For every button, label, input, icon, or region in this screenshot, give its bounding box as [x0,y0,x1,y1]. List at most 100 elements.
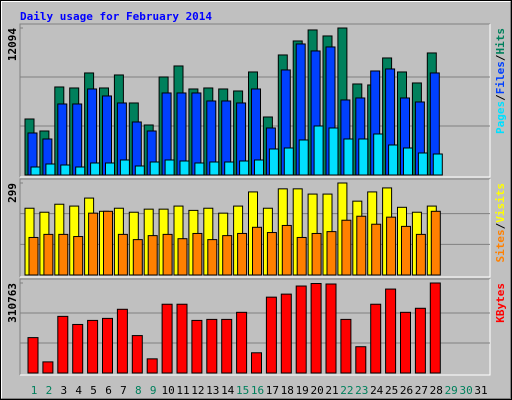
bar [310,283,322,374]
bar [87,319,99,374]
bar [328,127,339,176]
x-tick-label: 13 [206,384,219,397]
bar [252,226,262,276]
bar [146,358,158,374]
x-tick-label: 26 [400,384,413,397]
bar [430,210,441,276]
bar [88,212,99,276]
x-tick-label: 25 [385,384,398,397]
bar [105,162,115,176]
x-tick-label: 12 [191,384,204,397]
bar [147,235,158,276]
bar [341,219,352,276]
x-tick-label: 1 [31,384,38,397]
bar [371,223,382,276]
bar [414,307,426,374]
x-tick-label: 20 [310,384,323,397]
bar [429,282,441,374]
bar [209,161,220,176]
bar [194,162,205,176]
x-tick-label: 24 [370,384,384,397]
bar [403,147,413,176]
bar [224,161,235,176]
bar [313,125,324,176]
bar [268,148,279,176]
x-tick-label: 29 [445,384,458,397]
bar [117,233,128,276]
legend-entry: Hits [494,28,507,55]
bar [30,166,41,176]
x-tick-label: 2 [46,384,53,397]
bar [370,303,382,374]
x-tick-label: 16 [251,384,264,397]
bar [191,319,203,374]
bar [90,162,101,176]
bar [42,361,54,374]
bar [116,308,128,374]
panel-bevel [20,179,491,278]
bar [222,235,233,276]
legend: Pages/Files/Hits [494,28,507,134]
x-tick-label: 4 [75,384,82,397]
panel-bevel [20,279,491,376]
bar [355,346,367,374]
legend-separator: / [494,94,507,101]
bar [161,303,173,374]
bar [43,233,54,276]
bar [236,311,248,374]
bar [207,239,218,276]
bar [176,303,188,374]
chart-title: Daily usage for February 2014 [20,10,212,23]
bar [102,317,113,374]
bar [57,103,68,176]
bar [265,296,277,374]
bar [72,323,84,374]
bar [356,215,367,276]
bar [417,152,428,176]
bar [239,160,250,176]
y-tick-label: 299 [6,183,19,203]
x-tick-label: 21 [325,384,338,397]
legend: Sites/Visits [494,183,507,263]
x-tick-label: 17 [266,384,279,397]
x-tick-label: 3 [60,384,67,397]
x-tick-label: 15 [236,384,249,397]
bar [192,232,203,276]
bar [358,138,369,176]
bar [28,236,39,276]
legend-entry: Visits [494,183,507,223]
bar [73,236,84,276]
x-tick-label: 7 [120,384,127,397]
bar [72,103,83,176]
bar [386,216,397,276]
x-tick-label: 31 [474,384,487,397]
legend: KBytes [494,283,507,323]
y-tick-label: 310763 [6,283,19,323]
bar [103,210,113,276]
bar [400,311,411,374]
bar [295,285,307,374]
x-tick-label: 5 [90,384,97,397]
bar [432,153,443,176]
legend-entry: Files [494,61,507,94]
bar [385,288,397,374]
bar [280,293,292,374]
bar [283,147,294,176]
bar [281,224,292,276]
bar [206,318,218,374]
bar [57,315,69,374]
bar [164,159,175,176]
x-tick-label: 30 [459,384,472,397]
legend-separator: / [494,222,507,229]
bar [237,232,248,276]
x-tick-label: 22 [340,384,353,397]
x-tick-label: 19 [296,384,309,397]
bar [162,233,173,276]
x-tick-label: 27 [415,384,428,397]
bar [45,163,56,176]
bar [343,138,354,176]
bar [132,239,143,276]
bar [134,165,145,176]
